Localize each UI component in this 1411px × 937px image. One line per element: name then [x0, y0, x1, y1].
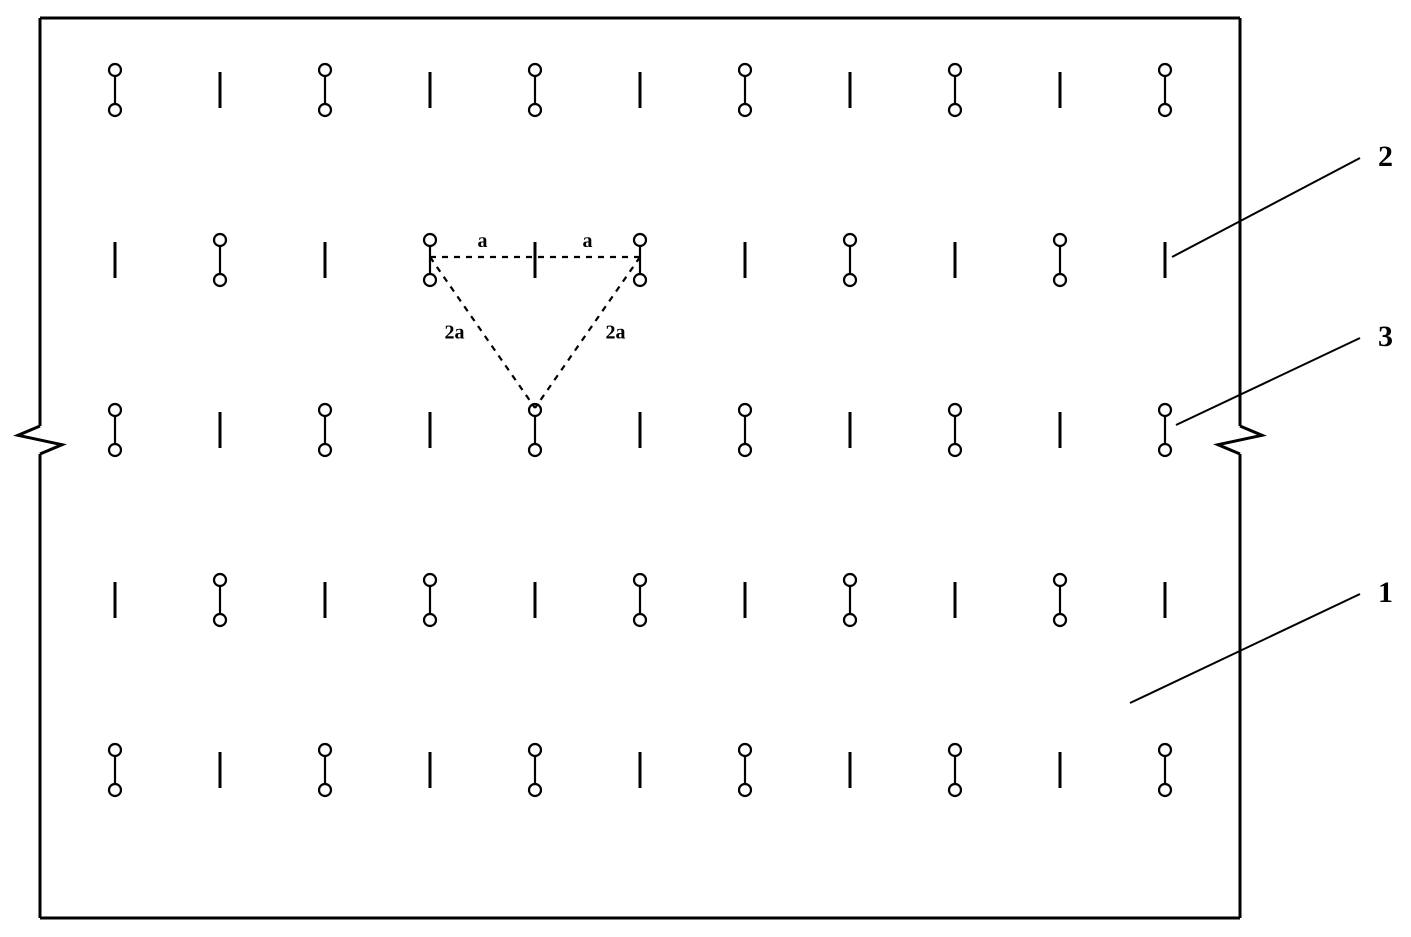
triangle-label-2a-right: 2a: [606, 322, 626, 344]
triangle-label-2a-left: 2a: [445, 322, 465, 344]
dumbbell-marker: [1054, 574, 1066, 626]
dumbbell-marker: [739, 744, 751, 796]
dumbbell-marker: [529, 64, 541, 116]
dumbbell-marker: [634, 574, 646, 626]
dumbbell-marker: [949, 64, 961, 116]
dumbbell-marker: [739, 64, 751, 116]
dumbbell-marker: [319, 744, 331, 796]
dumbbell-marker: [1159, 744, 1171, 796]
dumbbell-marker: [739, 404, 751, 456]
callout-label: 1: [1378, 576, 1393, 609]
triangle-label-a-right: a: [583, 230, 593, 252]
dumbbell-marker: [949, 744, 961, 796]
dumbbell-marker: [634, 234, 646, 286]
dumbbell-marker: [424, 234, 436, 286]
dumbbell-marker: [844, 234, 856, 286]
dumbbell-marker: [319, 64, 331, 116]
frame-break: [18, 426, 62, 454]
dumbbell-marker: [1054, 234, 1066, 286]
dumbbell-marker: [214, 574, 226, 626]
dumbbell-marker: [424, 574, 436, 626]
dumbbell-marker: [529, 744, 541, 796]
callout-line: [1172, 158, 1360, 257]
dumbbell-marker: [109, 404, 121, 456]
dumbbell-marker: [109, 64, 121, 116]
dumbbell-marker: [529, 404, 541, 456]
callout-label: 3: [1378, 320, 1393, 353]
dumbbell-marker: [214, 234, 226, 286]
dumbbell-marker: [319, 404, 331, 456]
frame-break: [1218, 426, 1262, 454]
dumbbell-marker: [1159, 64, 1171, 116]
dumbbell-marker: [844, 574, 856, 626]
callout-line: [1176, 338, 1360, 425]
callout-label: 2: [1378, 140, 1393, 173]
dumbbell-marker: [1159, 404, 1171, 456]
dumbbell-marker: [949, 404, 961, 456]
dumbbell-marker: [109, 744, 121, 796]
triangle-label-a-left: a: [478, 230, 488, 252]
